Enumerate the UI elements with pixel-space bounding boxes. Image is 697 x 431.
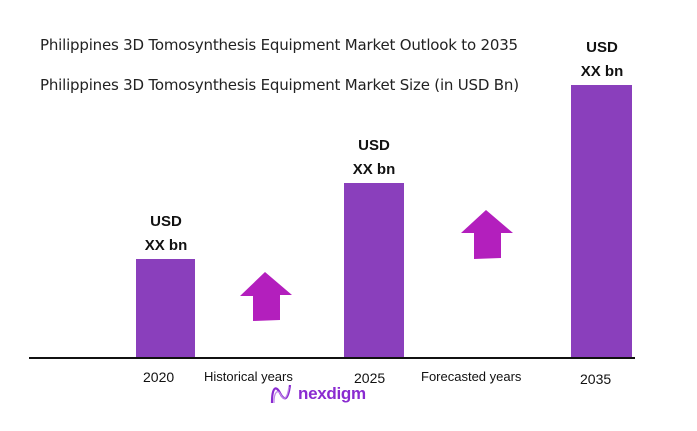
value-label-2025: USD XX bn xyxy=(329,134,419,182)
forecasted-years-label: Forecasted years xyxy=(421,369,522,384)
x-label-2035: 2035 xyxy=(580,371,612,387)
nexdigm-logo-icon xyxy=(270,384,292,404)
brand-logo: nexdigm xyxy=(270,383,366,405)
value-currency: USD xyxy=(586,39,618,56)
arrow-up-icon xyxy=(461,210,513,259)
bar-2035 xyxy=(571,85,632,358)
x-label-2025: 2025 xyxy=(354,370,386,386)
chart-subtitle: Philippines 3D Tomosynthesis Equipment M… xyxy=(40,76,519,94)
value-currency: USD xyxy=(358,137,390,154)
value-amount: XX bn xyxy=(580,63,624,80)
x-axis-baseline xyxy=(29,357,635,359)
value-amount: XX bn xyxy=(144,237,188,254)
value-label-2020: USD XX bn xyxy=(121,210,211,258)
value-label-2035: USD XX bn xyxy=(557,36,647,84)
chart-title: Philippines 3D Tomosynthesis Equipment M… xyxy=(40,36,518,54)
arrow-up-icon xyxy=(240,272,292,321)
bar-2025 xyxy=(344,183,404,358)
bar-2020 xyxy=(136,259,195,358)
brand-name: nexdigm xyxy=(298,384,366,403)
historical-years-label: Historical years xyxy=(204,369,293,384)
value-amount: XX bn xyxy=(352,161,396,178)
value-currency: USD xyxy=(150,213,182,230)
x-label-2020: 2020 xyxy=(143,369,175,385)
